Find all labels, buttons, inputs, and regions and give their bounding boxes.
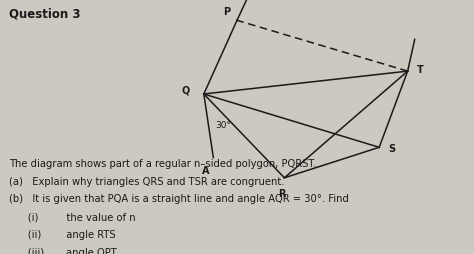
Text: R: R: [278, 189, 286, 199]
Text: (b)   It is given that PQA is a straight line and angle AQR = 30°. Find: (b) It is given that PQA is a straight l…: [9, 194, 349, 204]
Text: (iii)       angle QPT: (iii) angle QPT: [9, 248, 117, 254]
Text: T: T: [417, 65, 424, 75]
Text: S: S: [389, 144, 396, 154]
Text: The diagram shows part of a regular n–sided polygon, PQRST...: The diagram shows part of a regular n–si…: [9, 159, 323, 169]
Text: (i)         the value of n: (i) the value of n: [9, 212, 136, 222]
Text: P: P: [223, 7, 230, 17]
Text: (a)   Explain why triangles QRS and TSR are congruent.: (a) Explain why triangles QRS and TSR ar…: [9, 177, 285, 186]
Text: 30°: 30°: [216, 121, 232, 130]
Text: A: A: [202, 166, 210, 176]
Text: (ii)        angle RTS: (ii) angle RTS: [9, 230, 116, 240]
Text: Q: Q: [182, 85, 190, 95]
Text: Question 3: Question 3: [9, 8, 81, 21]
